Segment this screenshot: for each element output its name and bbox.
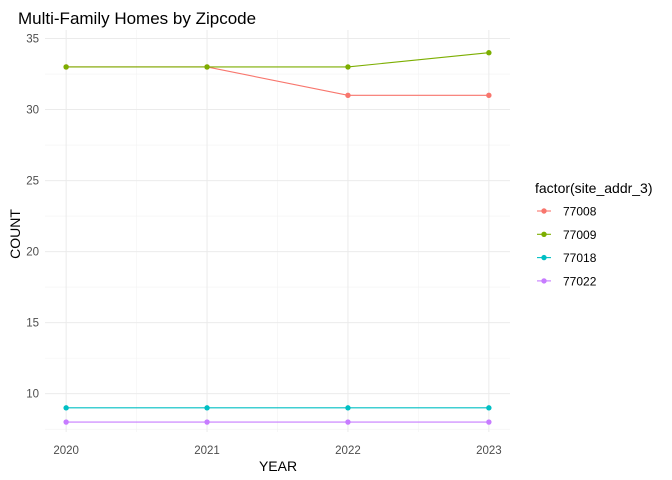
data-point-77008 (486, 92, 492, 99)
legend-key-point (541, 231, 547, 237)
data-point-77009 (63, 64, 69, 70)
y-tick-label: 25 (26, 176, 39, 188)
data-point-77022 (486, 419, 492, 425)
legend-item-77018: 77018 (537, 251, 597, 265)
legend-items: 77008 77009 77018 77022 (537, 205, 597, 288)
x-tick-label: 2021 (194, 445, 220, 457)
legend-key-point (541, 254, 547, 261)
legend-label: 77022 (563, 274, 597, 288)
series-line-77009 (66, 52, 489, 68)
series-points (63, 50, 492, 425)
data-point-77008 (345, 92, 351, 99)
legend-item-77008: 77008 (537, 205, 597, 219)
data-point-77018 (486, 405, 492, 411)
data-point-77022 (204, 419, 210, 425)
data-point-77009 (486, 50, 492, 56)
legend: factor(site_addr_3) 77008 77009 77018 77022 (535, 180, 653, 288)
data-point-77022 (63, 419, 69, 425)
legend-key-point (541, 278, 547, 284)
legend-key-point (541, 208, 547, 214)
legend-item-77009: 77009 (537, 228, 597, 242)
legend-label: 77018 (563, 251, 597, 265)
y-tick-label: 30 (26, 105, 39, 117)
data-point-77018 (345, 405, 351, 411)
y-tick-label: 20 (26, 247, 39, 259)
x-axis-tick-labels: 2020 2021 2022 2023 (53, 445, 501, 457)
legend-label: 77009 (563, 228, 597, 242)
y-tick-label: 15 (26, 318, 39, 330)
data-point-77009 (204, 64, 210, 70)
data-point-77022 (345, 419, 351, 425)
legend-label: 77008 (563, 205, 597, 219)
x-tick-label: 2023 (476, 445, 502, 457)
x-tick-label: 2022 (335, 445, 361, 457)
legend-item-77022: 77022 (537, 274, 597, 288)
chart-title: Multi-Family Homes by Zipcode (18, 9, 256, 28)
y-tick-label: 10 (26, 389, 39, 401)
x-tick-label: 2020 (53, 445, 79, 457)
y-tick-label: 35 (26, 34, 39, 46)
data-point-77018 (204, 405, 210, 411)
y-axis-tick-labels: 10 15 20 25 30 35 (26, 34, 39, 401)
series-lines (66, 52, 489, 423)
x-axis-title: YEAR (259, 458, 297, 474)
legend-title: factor(site_addr_3) (535, 180, 653, 196)
data-point-77009 (345, 64, 351, 70)
y-axis-title: COUNT (7, 209, 23, 259)
data-point-77018 (63, 405, 69, 411)
plot-grid (45, 30, 510, 432)
